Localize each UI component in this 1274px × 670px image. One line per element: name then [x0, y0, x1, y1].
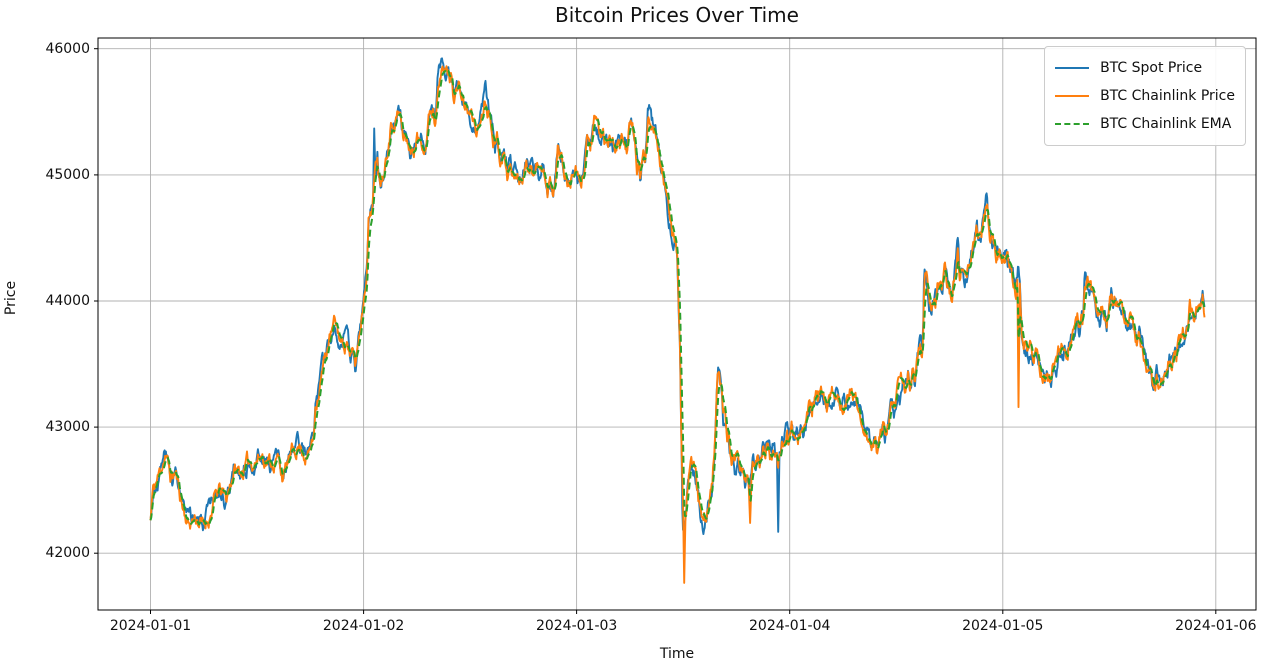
legend-label-spot: BTC Spot Price [1100, 60, 1203, 76]
legend-label-ema: BTC Chainlink EMA [1100, 116, 1232, 132]
y-tick-label: 44000 [45, 292, 90, 309]
x-tick-label: 2024-01-04 [749, 618, 831, 634]
x-tick-label: 2024-01-01 [109, 618, 192, 634]
y-axis-label: Price [3, 280, 19, 316]
legend-item-btc-chainlink-ema: BTC Chainlink EMA [1055, 110, 1235, 138]
legend-item-btc-spot-price: BTC Spot Price [1055, 54, 1235, 82]
legend-line-sample-ema [1055, 123, 1090, 125]
y-tick-label: 42000 [45, 545, 90, 562]
axes-spines [97, 37, 1257, 611]
series-line-btc-chainlink-ema [149, 68, 1206, 526]
y-tick-label: 46000 [45, 40, 90, 57]
legend-line-sample-chainlink [1055, 95, 1090, 97]
legend-line-sample-spot [1055, 67, 1090, 69]
legend-label-chainlink: BTC Chainlink Price [1100, 88, 1235, 104]
legend: BTC Spot Price BTC Chainlink Price BTC C… [1044, 46, 1246, 146]
x-tick-label: 2024-01-03 [535, 618, 618, 634]
y-tick-label: 45000 [45, 166, 90, 183]
chart-title: Bitcoin Prices Over Time [555, 3, 799, 27]
x-tick-label: 2024-01-05 [962, 618, 1044, 634]
y-tick-label: 43000 [45, 419, 90, 436]
x-axis-label: Time [659, 646, 695, 662]
legend-item-btc-chainlink-price: BTC Chainlink Price [1055, 82, 1235, 110]
x-tick-label: 2024-01-06 [1175, 618, 1257, 634]
x-tick-label: 2024-01-02 [322, 618, 405, 634]
